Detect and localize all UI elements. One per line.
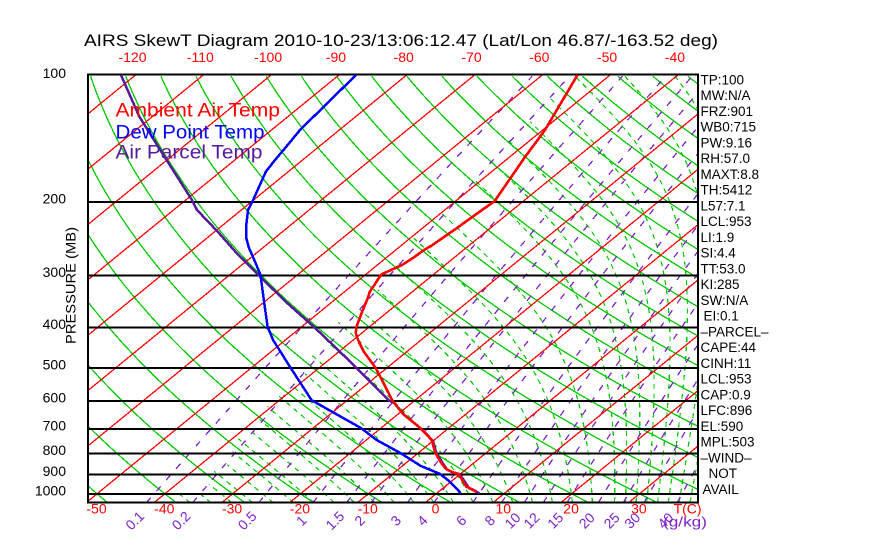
svg-text:-50: -50 bbox=[597, 49, 617, 65]
svg-text:700: 700 bbox=[43, 418, 67, 434]
svg-text:EI:0.1: EI:0.1 bbox=[704, 309, 739, 324]
svg-text:20: 20 bbox=[563, 501, 579, 517]
svg-text:TT:53.0: TT:53.0 bbox=[701, 261, 746, 276]
svg-text:TH:5412: TH:5412 bbox=[701, 183, 753, 198]
svg-text:-40: -40 bbox=[154, 501, 174, 517]
svg-text:–PARCEL–: –PARCEL– bbox=[701, 324, 770, 339]
svg-text:TP:100: TP:100 bbox=[701, 72, 745, 87]
svg-text:-40: -40 bbox=[665, 49, 685, 65]
svg-text:-30: -30 bbox=[222, 501, 242, 517]
svg-text:Air Parcel Temp: Air Parcel Temp bbox=[116, 142, 263, 163]
svg-text:SI:4.4: SI:4.4 bbox=[701, 246, 737, 261]
svg-text:-70: -70 bbox=[461, 49, 481, 65]
svg-text:EL:590: EL:590 bbox=[701, 419, 744, 434]
svg-text:-110: -110 bbox=[187, 49, 214, 65]
svg-text:600: 600 bbox=[43, 390, 67, 406]
svg-text:AIRS SkewT Diagram 2010-10-23/: AIRS SkewT Diagram 2010-10-23/13:06:12.4… bbox=[84, 31, 718, 50]
svg-text:CAP:0.9: CAP:0.9 bbox=[701, 387, 751, 402]
svg-text:-10: -10 bbox=[358, 501, 378, 517]
svg-text:0: 0 bbox=[432, 501, 440, 517]
svg-text:RH:57.0: RH:57.0 bbox=[701, 151, 751, 166]
svg-text:30: 30 bbox=[631, 501, 647, 517]
svg-text:CINH:11: CINH:11 bbox=[701, 356, 752, 371]
svg-text:500: 500 bbox=[43, 357, 67, 373]
svg-text:AVAIL: AVAIL bbox=[703, 482, 740, 497]
svg-text:-20: -20 bbox=[290, 501, 310, 517]
svg-text:-100: -100 bbox=[254, 49, 282, 65]
svg-text:FRZ:901: FRZ:901 bbox=[701, 104, 754, 119]
svg-text:100: 100 bbox=[43, 65, 67, 81]
svg-text:-50: -50 bbox=[86, 501, 106, 517]
svg-text:LCL:953: LCL:953 bbox=[701, 372, 752, 387]
svg-text:MW:N/A: MW:N/A bbox=[701, 88, 751, 103]
svg-text:MPL:503: MPL:503 bbox=[701, 435, 755, 450]
svg-text:Ambient Air Temp: Ambient Air Temp bbox=[116, 100, 281, 121]
svg-text:PW:9.16: PW:9.16 bbox=[701, 135, 753, 150]
svg-text:Dew Point Temp: Dew Point Temp bbox=[116, 123, 265, 144]
svg-text:300: 300 bbox=[43, 264, 67, 280]
svg-text:LCL:953: LCL:953 bbox=[701, 214, 752, 229]
svg-text:KI:285: KI:285 bbox=[701, 277, 740, 292]
svg-text:MAXT:8.8: MAXT:8.8 bbox=[701, 167, 760, 182]
svg-text:LI:1.9: LI:1.9 bbox=[701, 230, 735, 245]
svg-text:800: 800 bbox=[43, 442, 67, 458]
svg-text:10: 10 bbox=[496, 501, 512, 517]
svg-text:-90: -90 bbox=[326, 49, 346, 65]
svg-text:NOT: NOT bbox=[709, 466, 738, 481]
svg-text:–WIND–: –WIND– bbox=[701, 450, 752, 465]
svg-text:(g/kg): (g/kg) bbox=[663, 514, 707, 530]
svg-text:WB0:715: WB0:715 bbox=[701, 120, 757, 135]
svg-text:PRESSURE (MB): PRESSURE (MB) bbox=[63, 227, 79, 344]
svg-text:SW:N/A: SW:N/A bbox=[701, 293, 749, 308]
svg-text:L57:7.1: L57:7.1 bbox=[701, 198, 746, 213]
svg-text:200: 200 bbox=[43, 191, 67, 207]
svg-text:-80: -80 bbox=[394, 49, 414, 65]
svg-text:400: 400 bbox=[43, 316, 67, 332]
svg-text:T(C): T(C) bbox=[674, 501, 702, 517]
svg-text:-60: -60 bbox=[529, 49, 549, 65]
svg-text:1000: 1000 bbox=[35, 482, 66, 498]
svg-text:LFC:896: LFC:896 bbox=[701, 403, 753, 418]
svg-text:CAPE:44: CAPE:44 bbox=[701, 340, 757, 355]
svg-text:-120: -120 bbox=[118, 49, 146, 65]
svg-text:900: 900 bbox=[43, 463, 67, 479]
